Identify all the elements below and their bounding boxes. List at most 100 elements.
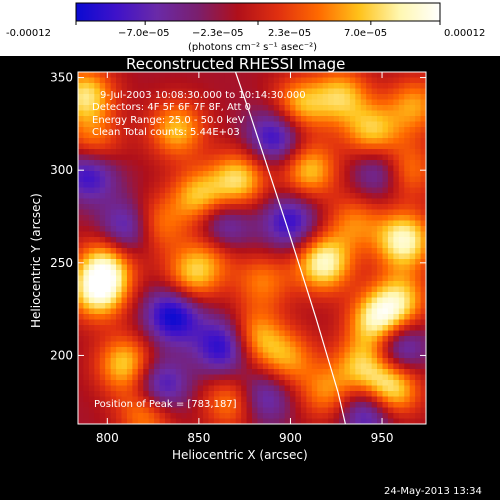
heatmap-cell: [159, 363, 166, 370]
heatmap-cell: [409, 385, 416, 392]
heatmap-cell: [132, 380, 139, 386]
heatmap-cell: [88, 248, 95, 254]
heatmap-cell: [344, 198, 351, 205]
heatmap-cell: [99, 88, 106, 95]
heatmap-cell: [116, 391, 122, 397]
heatmap-cell: [257, 154, 264, 161]
heatmap-cell: [279, 226, 286, 232]
heatmap-cell: [132, 94, 139, 100]
heatmap-cell: [311, 413, 318, 419]
heatmap-cell: [165, 314, 171, 320]
heatmap-cell: [230, 138, 237, 144]
heatmap-cell: [415, 319, 421, 326]
heatmap-cell: [290, 110, 296, 117]
heatmap-cell: [213, 143, 220, 150]
heatmap-cell: [415, 380, 421, 386]
heatmap-cell: [175, 336, 182, 342]
heatmap-cell: [268, 242, 275, 249]
heatmap-cell: [366, 77, 373, 84]
heatmap-cell: [88, 237, 95, 243]
heatmap-cell: [126, 226, 133, 232]
heatmap-cell: [333, 127, 340, 133]
heatmap-cell: [371, 391, 378, 397]
heatmap-cell: [230, 402, 237, 408]
heatmap-cell: [241, 171, 247, 177]
heatmap-cell: [339, 391, 345, 397]
heatmap-cell: [290, 352, 296, 359]
heatmap-cell: [387, 182, 394, 188]
heatmap-cell: [420, 204, 427, 210]
heatmap-cell: [306, 413, 313, 419]
heatmap-cell: [387, 292, 394, 298]
heatmap-cell: [224, 220, 231, 227]
heatmap-cell: [290, 231, 296, 238]
heatmap-cell: [366, 341, 373, 348]
heatmap-cell: [311, 88, 318, 95]
heatmap-cell: [328, 413, 334, 419]
heatmap-cell: [387, 242, 394, 249]
heatmap-cell: [279, 94, 286, 100]
heatmap-cell: [300, 308, 307, 315]
heatmap-cell: [333, 105, 340, 111]
heatmap-cell: [420, 380, 427, 386]
heatmap-cell: [295, 94, 302, 100]
heatmap-cell: [290, 391, 296, 397]
heatmap-cell: [257, 99, 264, 106]
heatmap-cell: [393, 253, 400, 260]
heatmap-cell: [154, 385, 160, 392]
heatmap-cell: [279, 352, 286, 359]
heatmap-cell: [377, 94, 383, 100]
heatmap-cell: [148, 187, 155, 194]
heatmap-cell: [94, 347, 101, 353]
heatmap-cell: [371, 314, 378, 320]
heatmap-cell: [94, 127, 101, 133]
heatmap-cell: [377, 204, 383, 210]
heatmap-cell: [224, 242, 231, 249]
heatmap-cell: [143, 270, 150, 276]
heatmap-cell: [349, 391, 356, 397]
heatmap-cell: [186, 275, 193, 282]
heatmap-cell: [110, 99, 117, 106]
heatmap-cell: [257, 176, 264, 183]
heatmap-cell: [137, 363, 144, 370]
heatmap-cell: [241, 303, 247, 309]
heatmap-cell: [186, 83, 193, 89]
heatmap-cell: [154, 396, 160, 403]
heatmap-cell: [371, 83, 378, 89]
heatmap-cell: [268, 72, 275, 78]
heatmap-cell: [143, 160, 150, 166]
heatmap-cell: [366, 182, 373, 188]
heatmap-cell: [295, 143, 302, 150]
heatmap-cell: [404, 259, 411, 265]
heatmap-cell: [203, 215, 209, 221]
heatmap-cell: [159, 275, 166, 282]
heatmap-cell: [241, 77, 247, 84]
heatmap-cell: [333, 132, 340, 139]
heatmap-cell: [105, 369, 112, 375]
heatmap-cell: [328, 281, 334, 287]
heatmap-cell: [78, 303, 84, 309]
heatmap-cell: [121, 215, 128, 221]
heatmap-cell: [181, 286, 188, 293]
heatmap-cell: [306, 204, 313, 210]
heatmap-cell: [105, 187, 112, 194]
heatmap-cell: [339, 209, 345, 216]
heatmap-cell: [409, 132, 416, 139]
heatmap-cell: [317, 77, 324, 84]
heatmap-cell: [203, 110, 209, 117]
heatmap-cell: [387, 314, 394, 320]
heatmap-cell: [306, 253, 313, 260]
heatmap-cell: [387, 319, 394, 326]
heatmap-cell: [235, 154, 242, 161]
heatmap-cell: [126, 363, 133, 370]
heatmap-cell: [235, 336, 242, 342]
heatmap-cell: [279, 413, 286, 419]
heatmap-cell: [328, 193, 334, 199]
heatmap-cell: [393, 319, 400, 326]
heatmap-cell: [387, 105, 394, 111]
heatmap-cell: [409, 143, 416, 150]
heatmap-cell: [143, 165, 150, 172]
heatmap-cell: [371, 99, 378, 106]
heatmap-cell: [175, 352, 182, 359]
heatmap-cell: [148, 154, 155, 161]
